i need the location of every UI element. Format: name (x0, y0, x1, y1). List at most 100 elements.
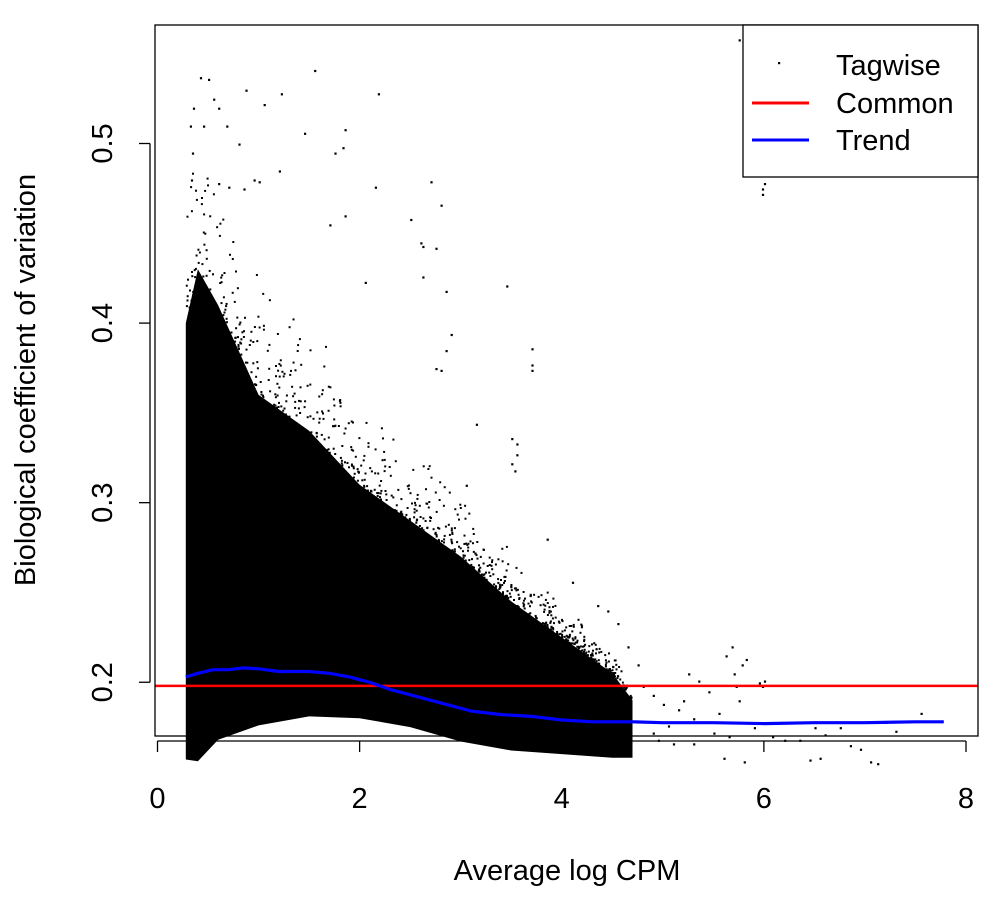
tagwise-point (479, 566, 482, 569)
tagwise-point (422, 276, 425, 279)
tagwise-point (289, 373, 292, 376)
x-axis-label: Average log CPM (454, 855, 681, 887)
tagwise-point (537, 595, 540, 598)
tagwise-point (570, 625, 573, 627)
tagwise-point (245, 89, 248, 92)
tagwise-point (352, 476, 355, 479)
tagwise-point (340, 462, 343, 465)
tagwise-point (574, 641, 577, 644)
tagwise-point (511, 463, 514, 466)
tagwise-point (630, 696, 633, 699)
tagwise-point (197, 248, 200, 251)
tagwise-point (516, 443, 519, 446)
tagwise-point (383, 470, 386, 473)
tagwise-point (418, 504, 421, 507)
tagwise-point (510, 584, 513, 586)
tagwise-point (327, 448, 330, 451)
tagwise-point (429, 516, 432, 519)
tagwise-point (546, 625, 549, 628)
tagwise-point (393, 509, 396, 512)
tagwise-point (192, 294, 195, 297)
tagwise-point (520, 571, 523, 574)
tagwise-point (627, 646, 630, 649)
tagwise-point (468, 512, 471, 515)
tagwise-point (377, 93, 380, 96)
tagwise-point (208, 78, 211, 81)
tagwise-point (280, 93, 283, 96)
tagwise-point (352, 449, 355, 452)
tagwise-point (584, 653, 587, 656)
tagwise-point (277, 369, 280, 372)
tagwise-point (385, 493, 388, 496)
tagwise-point (440, 369, 443, 372)
tagwise-point (543, 622, 546, 625)
tagwise-point (223, 311, 226, 314)
tagwise-point (352, 421, 354, 424)
tagwise-point (304, 132, 307, 135)
tagwise-point (262, 324, 265, 327)
tagwise-point (233, 300, 236, 303)
tagwise-point (384, 465, 387, 468)
tagwise-point (185, 284, 188, 287)
tagwise-point (358, 437, 361, 440)
tagwise-point (341, 445, 344, 447)
tagwise-point (252, 362, 255, 365)
tagwise-point (450, 527, 453, 530)
tagwise-point (288, 415, 291, 418)
tagwise-point (435, 368, 438, 371)
tagwise-point (254, 383, 256, 386)
tagwise-point (218, 183, 221, 186)
tagwise-point (619, 678, 622, 681)
tagwise-point (437, 538, 440, 541)
tagwise-point (245, 361, 247, 364)
tagwise-point (522, 599, 525, 602)
tagwise-point (310, 431, 313, 434)
tagwise-point (506, 596, 509, 599)
tagwise-point (475, 554, 478, 557)
tagwise-point (260, 393, 263, 396)
tagwise-point (392, 438, 395, 441)
tagwise-point (761, 188, 765, 191)
tagwise-point (580, 626, 583, 629)
tagwise-point (849, 745, 852, 748)
tagwise-point (586, 654, 589, 657)
tagwise-point (202, 231, 205, 234)
tagwise-point (408, 484, 410, 487)
tagwise-point (274, 404, 277, 407)
tagwise-point (506, 590, 509, 593)
tagwise-point (576, 641, 579, 644)
tagwise-point (482, 574, 485, 577)
tagwise-point (332, 398, 335, 401)
tagwise-point (414, 504, 417, 507)
tagwise-point (318, 417, 321, 420)
tagwise-point (491, 561, 493, 564)
tagwise-point (459, 547, 462, 550)
tagwise-point (420, 242, 423, 245)
tagwise-point (276, 394, 279, 397)
tagwise-point (497, 581, 500, 584)
tagwise-point (613, 673, 615, 676)
tagwise-point (550, 626, 553, 629)
tagwise-point (278, 363, 281, 365)
tagwise-point (376, 494, 379, 497)
tagwise-point (204, 232, 207, 235)
tagwise-point (515, 566, 518, 569)
tagwise-point (284, 413, 287, 416)
tagwise-point (528, 613, 531, 616)
tagwise-point (422, 465, 425, 468)
y-tick-label: 0.3 (87, 483, 119, 523)
tagwise-point (408, 517, 411, 520)
tagwise-point (328, 451, 331, 454)
tagwise-point (197, 261, 200, 264)
tagwise-point (554, 616, 557, 619)
tagwise-point (260, 391, 263, 393)
tagwise-point (503, 575, 506, 578)
tagwise-point (220, 276, 223, 279)
tagwise-point (479, 555, 482, 558)
tagwise-point (413, 508, 416, 511)
tagwise-point (594, 658, 597, 661)
tagwise-point (209, 288, 212, 291)
tagwise-point (362, 459, 365, 462)
tagwise-point (445, 290, 448, 293)
tagwise-point (506, 285, 509, 288)
